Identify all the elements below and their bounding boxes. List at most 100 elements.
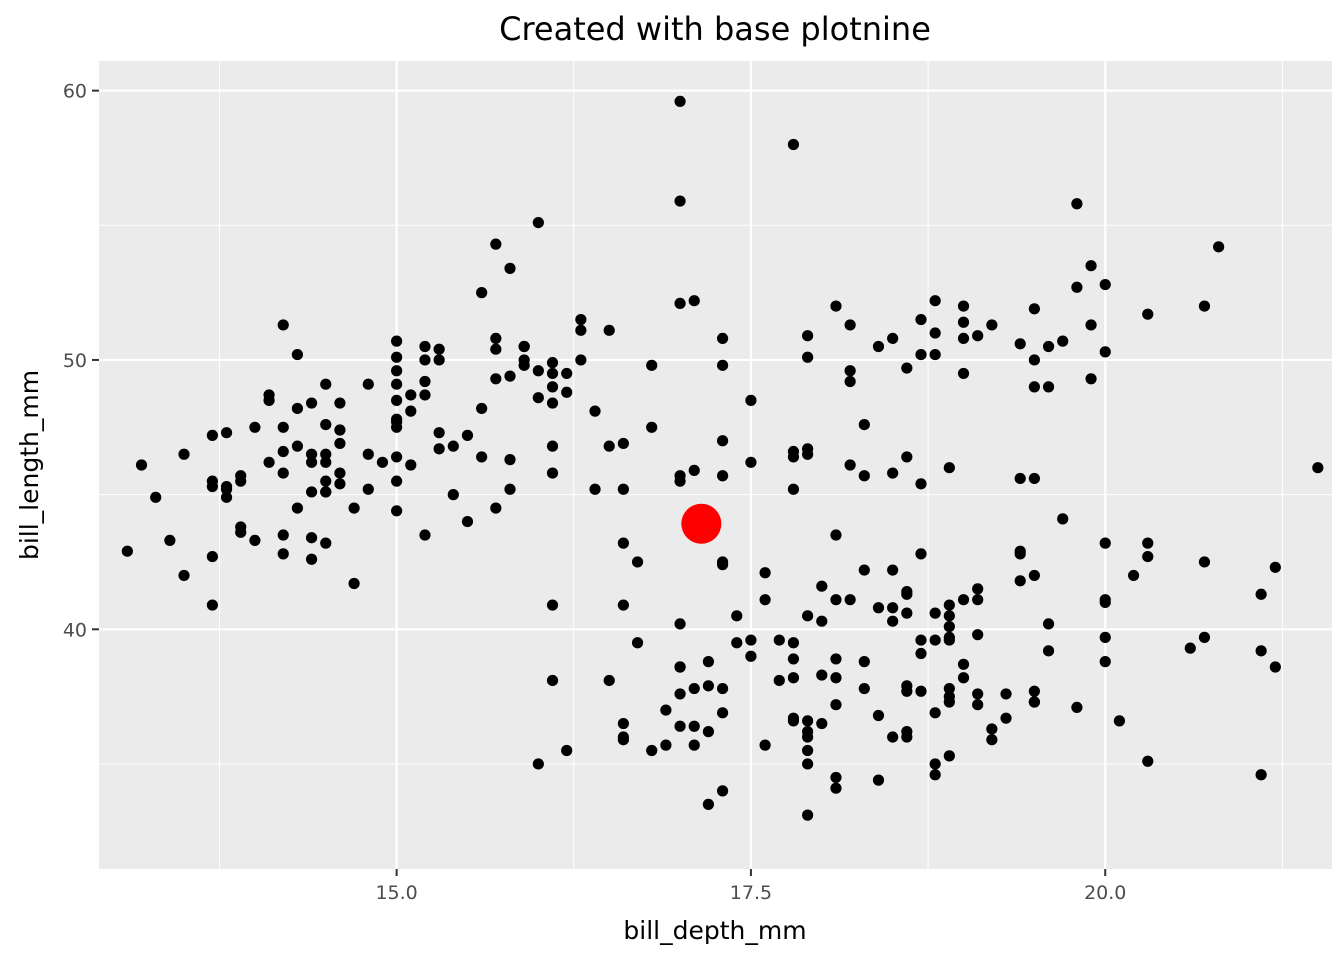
- data-point: [901, 685, 913, 697]
- data-point: [391, 351, 403, 363]
- data-point: [391, 394, 403, 406]
- data-point: [1255, 769, 1267, 781]
- data-point: [872, 774, 885, 786]
- data-point: [802, 758, 814, 770]
- data-point: [263, 456, 275, 468]
- data-point: [887, 731, 899, 743]
- data-point: [320, 486, 332, 498]
- data-point: [490, 332, 502, 345]
- data-point: [334, 397, 346, 409]
- highlight-layer: [681, 503, 722, 544]
- data-point: [476, 402, 488, 415]
- data-point: [1057, 335, 1069, 347]
- data-point: [305, 553, 318, 565]
- data-point: [731, 610, 743, 622]
- data-points: [121, 95, 1324, 821]
- data-point: [858, 419, 870, 431]
- data-point: [915, 478, 927, 490]
- data-point: [1099, 656, 1111, 668]
- data-point: [617, 599, 629, 611]
- data-point: [206, 550, 218, 563]
- data-point: [787, 672, 800, 684]
- data-point: [915, 348, 927, 361]
- data-point: [419, 529, 431, 541]
- data-point: [461, 515, 474, 528]
- data-point: [405, 405, 417, 417]
- data-point: [447, 440, 459, 452]
- data-point: [617, 537, 629, 549]
- data-point: [419, 389, 431, 401]
- data-point: [972, 583, 984, 595]
- data-point: [1028, 685, 1040, 697]
- data-point: [957, 672, 970, 684]
- data-point: [291, 348, 304, 361]
- data-point: [773, 674, 785, 687]
- data-point: [787, 653, 800, 665]
- data-point: [745, 634, 757, 646]
- data-point: [391, 505, 403, 517]
- data-point: [220, 491, 233, 503]
- data-point: [320, 448, 332, 460]
- data-point: [1028, 696, 1040, 708]
- data-point: [1184, 642, 1196, 654]
- data-point: [901, 588, 913, 600]
- data-point: [802, 715, 814, 727]
- data-point: [291, 502, 304, 514]
- data-point: [830, 672, 842, 684]
- data-point: [348, 577, 360, 590]
- data-point: [816, 669, 828, 681]
- data-point: [830, 782, 842, 794]
- data-point: [1000, 712, 1012, 724]
- data-point: [986, 723, 998, 735]
- data-point: [391, 475, 403, 487]
- data-point: [929, 758, 941, 770]
- data-point: [787, 138, 800, 151]
- data-point: [802, 351, 814, 363]
- data-point: [575, 324, 587, 336]
- data-point: [816, 717, 828, 730]
- data-point: [929, 348, 941, 361]
- data-point: [943, 599, 955, 611]
- data-point: [263, 394, 275, 406]
- data-point: [277, 445, 289, 458]
- data-point: [915, 685, 927, 697]
- data-point: [305, 448, 318, 460]
- minor-gridlines: [99, 61, 1332, 869]
- data-point: [716, 332, 729, 345]
- data-point: [745, 650, 757, 662]
- data-point: [716, 785, 729, 797]
- data-point: [716, 470, 729, 482]
- data-point: [476, 287, 488, 299]
- data-point: [490, 238, 502, 250]
- data-point: [915, 634, 927, 646]
- data-point: [277, 467, 289, 479]
- data-point: [986, 319, 998, 331]
- data-point: [957, 594, 970, 606]
- data-point: [1028, 472, 1040, 485]
- data-point: [291, 402, 304, 415]
- data-point: [277, 319, 289, 331]
- data-point: [277, 421, 289, 433]
- data-point: [943, 621, 955, 633]
- data-point: [1042, 381, 1055, 393]
- data-point: [419, 340, 431, 353]
- data-point: [915, 548, 927, 560]
- data-point: [688, 464, 700, 476]
- data-point: [943, 682, 955, 695]
- data-point: [1085, 373, 1097, 385]
- data-point: [249, 534, 261, 547]
- data-point: [532, 217, 544, 229]
- data-point: [617, 731, 629, 743]
- data-point: [901, 731, 913, 743]
- data-point: [419, 375, 431, 388]
- data-point: [972, 330, 984, 342]
- data-point: [433, 354, 445, 366]
- data-point: [631, 556, 644, 568]
- data-point: [376, 456, 389, 468]
- data-point: [943, 696, 955, 708]
- data-point: [929, 327, 941, 339]
- data-point: [858, 564, 870, 576]
- data-point: [716, 556, 729, 568]
- data-point: [802, 330, 814, 342]
